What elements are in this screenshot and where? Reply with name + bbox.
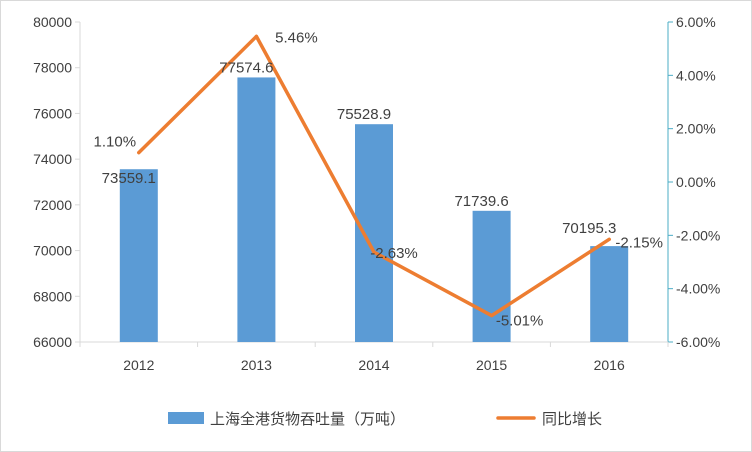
bar-data-label: 70195.3 <box>562 220 616 237</box>
line-point <box>490 314 494 318</box>
line-data-label: 5.46% <box>275 29 318 46</box>
left-axis-tick-label: 68000 <box>33 288 72 304</box>
bar-data-label: 73559.1 <box>102 170 156 187</box>
line-point <box>137 151 141 155</box>
left-axis-tick-label: 80000 <box>33 14 72 30</box>
x-axis-tick-label: 2013 <box>241 357 272 373</box>
right-axis-tick-label: 0.00% <box>676 174 716 190</box>
line-data-label: -2.15% <box>615 234 663 251</box>
bar-data-label: 71739.6 <box>454 193 508 210</box>
bar <box>472 210 511 342</box>
x-axis-tick-label: 2016 <box>594 357 625 373</box>
bar-data-label: 77574.6 <box>219 59 273 76</box>
legend-label-bar: 上海全港货物吞吐量（万吨） <box>210 410 405 428</box>
x-axis-tick-label: 2015 <box>476 357 507 373</box>
x-axis-tick-label: 2012 <box>123 357 154 373</box>
left-axis-tick-label: 78000 <box>33 60 72 76</box>
left-axis-tick-label: 66000 <box>33 334 72 350</box>
line-point <box>372 250 376 254</box>
bar <box>355 124 393 343</box>
right-axis-tick-label: -2.00% <box>676 227 720 243</box>
right-axis-tick-label: -6.00% <box>676 334 720 350</box>
right-axis-tick-label: 4.00% <box>676 67 716 83</box>
legend-label-line: 同比增长 <box>542 411 602 428</box>
bar <box>119 169 158 342</box>
left-axis-tick-label: 72000 <box>33 197 72 213</box>
left-axis-tick-label: 74000 <box>33 151 72 167</box>
left-axis-tick-label: 70000 <box>33 243 72 259</box>
line-data-label: 1.10% <box>94 134 137 151</box>
bar <box>237 77 276 342</box>
line-point <box>607 237 611 241</box>
right-axis-tick-label: 6.00% <box>676 14 716 30</box>
line-data-label: -2.63% <box>370 245 418 262</box>
left-axis-tick-label: 76000 <box>33 105 72 121</box>
legend-swatch-bar <box>168 412 204 424</box>
right-axis-tick-label: -4.00% <box>676 281 720 297</box>
x-axis-tick-label: 2014 <box>358 357 389 373</box>
bar-data-label: 75528.9 <box>337 106 391 123</box>
line-data-label: -5.01% <box>496 313 544 330</box>
right-axis-tick-label: 2.00% <box>676 121 716 137</box>
line-point <box>254 34 258 38</box>
bar <box>590 246 629 342</box>
